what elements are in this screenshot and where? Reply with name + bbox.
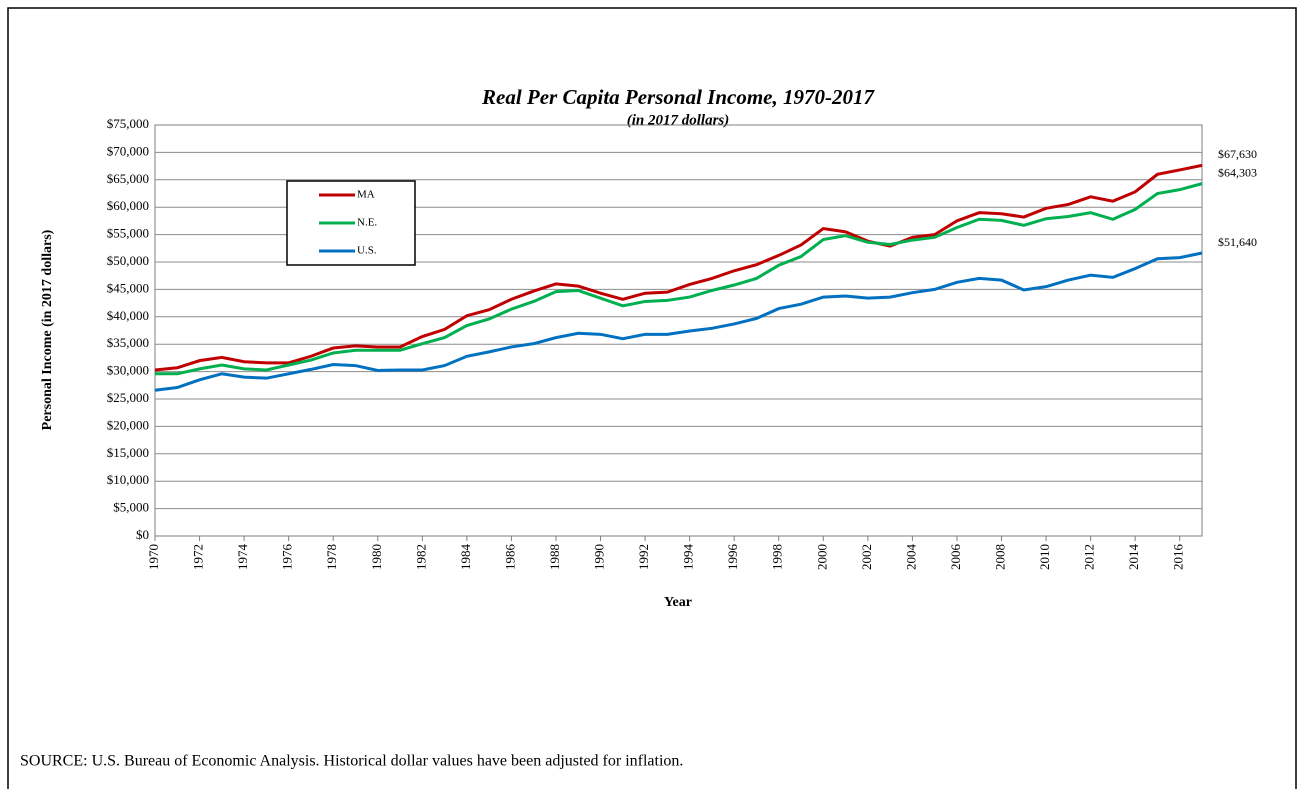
x-tick-label: 1974 bbox=[235, 544, 250, 571]
y-tick-label: $20,000 bbox=[107, 417, 149, 432]
x-tick-label: 1990 bbox=[592, 544, 607, 570]
x-axis-label: Year bbox=[664, 595, 692, 610]
x-tick-label: 1988 bbox=[547, 544, 562, 570]
y-tick-label: $75,000 bbox=[107, 116, 149, 131]
x-tick-label: 1998 bbox=[770, 544, 785, 570]
y-tick-label: $60,000 bbox=[107, 198, 149, 213]
x-tick-label: 2006 bbox=[948, 544, 963, 571]
x-tick-label: 1996 bbox=[725, 544, 740, 571]
y-tick-label: $10,000 bbox=[107, 472, 149, 487]
y-tick-label: $55,000 bbox=[107, 226, 149, 241]
x-tick-label: 1992 bbox=[636, 544, 651, 570]
x-tick-label: 1970 bbox=[146, 544, 161, 570]
y-tick-label: $15,000 bbox=[107, 445, 149, 460]
x-tick-label: 1972 bbox=[191, 544, 206, 570]
x-tick-label: 2002 bbox=[859, 544, 874, 570]
series-line bbox=[154, 251, 1203, 392]
x-tick-label: 1982 bbox=[413, 544, 428, 570]
x-tick-label: 2008 bbox=[992, 544, 1007, 570]
legend-label: N.E. bbox=[357, 217, 377, 229]
x-tick-label: 2010 bbox=[1037, 544, 1052, 570]
y-tick-label: $65,000 bbox=[107, 171, 149, 186]
y-tick-label: $5,000 bbox=[113, 500, 149, 515]
x-tick-label: 2000 bbox=[814, 544, 829, 570]
x-tick-label: 2004 bbox=[903, 544, 918, 571]
y-tick-label: $30,000 bbox=[107, 363, 149, 378]
data-label: $67,630 bbox=[1218, 147, 1257, 161]
series-line bbox=[155, 182, 1203, 376]
data-label: $51,640 bbox=[1218, 235, 1257, 249]
y-axis-label: Personal Income (in 2017 dollars) bbox=[40, 229, 55, 430]
x-tick-label: 1980 bbox=[369, 544, 384, 570]
data-label: $64,303 bbox=[1218, 165, 1257, 179]
source-note: SOURCE: U.S. Bureau of Economic Analysis… bbox=[20, 753, 683, 770]
x-tick-label: 1994 bbox=[681, 544, 696, 571]
plot-border bbox=[154, 124, 1203, 537]
y-tick-label: $40,000 bbox=[107, 308, 149, 323]
y-tick-label: $0 bbox=[136, 527, 149, 542]
frame bbox=[7, 7, 1297, 789]
x-tick-label: 2016 bbox=[1171, 544, 1186, 571]
legend-label: MA bbox=[357, 189, 375, 201]
y-tick-label: $50,000 bbox=[107, 253, 149, 268]
x-tick-label: 1978 bbox=[324, 544, 339, 570]
x-tick-label: 1986 bbox=[502, 544, 517, 571]
y-tick-label: $35,000 bbox=[107, 335, 149, 350]
x-tick-label: 2014 bbox=[1126, 544, 1141, 571]
y-tick-label: $45,000 bbox=[107, 280, 149, 295]
series-line bbox=[154, 163, 1203, 372]
y-tick-label: $25,000 bbox=[107, 390, 149, 405]
chart-subtitle: (in 2017 dollars) bbox=[627, 112, 730, 128]
x-tick-label: 1976 bbox=[280, 544, 295, 571]
x-tick-label: 2012 bbox=[1082, 544, 1097, 570]
y-tick-label: $70,000 bbox=[107, 143, 149, 158]
chart-title: Real Per Capita Personal Income, 1970-20… bbox=[481, 85, 875, 109]
x-tick-label: 1984 bbox=[458, 544, 473, 571]
legend-label: U.S. bbox=[357, 245, 377, 257]
